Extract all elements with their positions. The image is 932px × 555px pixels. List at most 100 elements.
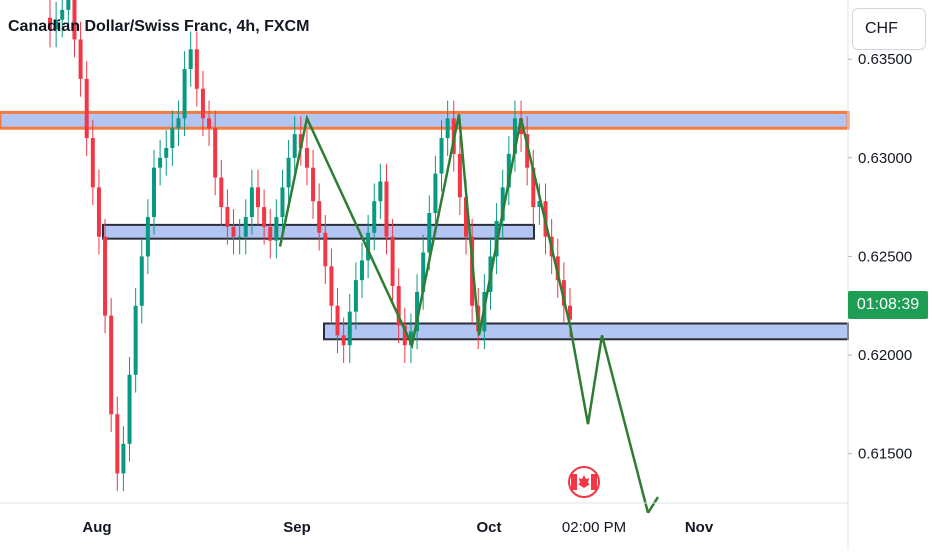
candle-body [353,280,358,312]
candle-body [145,216,150,257]
time-tick-label: Sep [283,519,311,536]
candle-body [317,201,322,233]
candle-body [109,315,114,415]
time-axis[interactable]: Aug Sep Oct 02:00 PM Nov [82,519,713,536]
candle-body [561,280,566,306]
candle-body [127,374,132,444]
candle-body [329,266,334,306]
candle-body [555,256,560,281]
time-tick-label: Nov [685,519,714,536]
currency-button[interactable]: CHF [852,8,926,50]
countdown-label: 01:08:39 [856,296,920,313]
candle-body [115,414,120,474]
candle-body [439,138,444,174]
candle-body [274,216,279,241]
candle-body [256,187,260,208]
projection-path-line[interactable] [568,325,650,514]
candle-body [408,331,413,346]
candle-body [500,187,505,221]
candle-body [311,167,316,202]
candle-body [280,187,285,217]
candle-body [200,88,205,119]
candle-body [194,49,199,89]
price-tick-label: 0.63500 [858,51,912,68]
candle-body [292,134,297,158]
candle-body [427,213,432,253]
candle-body [170,128,175,148]
candle-body [537,201,542,208]
candle-body [207,118,212,129]
candle-body [66,0,71,10]
candle-body [298,134,303,148]
candle-body [90,138,95,188]
candle-body [121,443,126,474]
candle-body [78,39,83,79]
candle-body [188,49,193,70]
candle-body [445,118,450,139]
candle-body [219,177,224,208]
countdown-price-tag: 01:08:39 [848,291,928,319]
candle-body [347,311,352,346]
price-tick-label: 0.61500 [858,446,912,463]
price-tick-label: 0.62000 [858,347,912,364]
candle-body [176,118,181,129]
candle-body [433,173,438,214]
candle-body [96,187,101,237]
resistance-zone[interactable] [0,110,850,130]
candle-body [152,167,156,217]
candle-body [464,197,468,237]
candle-body [249,187,254,217]
time-tick-label: 02:00 PM [562,519,626,536]
candle-body [84,78,89,139]
zigzag-pattern-line[interactable] [278,114,572,350]
chart-title: Canadian Dollar/Swiss Franc, 4h, FXCM [8,18,310,35]
candle-body [54,19,59,30]
candle-body [512,118,517,154]
candle-body [304,147,309,168]
candle-body [568,305,572,320]
candle-body [139,256,144,306]
candle-body [360,260,364,281]
candle-body [323,232,328,267]
candle-body [268,226,273,241]
candle-body [506,153,511,188]
projection-tail [646,496,660,514]
candle-body [378,181,383,202]
candle-body [372,201,377,233]
candle-body [262,207,267,227]
canada-flag-event-icon[interactable] [568,466,600,498]
candle-body [519,118,524,135]
candle-body [133,305,138,375]
candle-body [531,167,536,208]
candle-body [366,232,371,261]
candle-body [158,157,163,168]
candle-body [48,17,52,30]
candle-body [182,69,187,119]
candle-body [335,305,340,336]
candle-body [286,157,291,188]
candle-body [341,335,346,346]
time-tick-label: Oct [476,519,501,536]
price-axis[interactable]: 0.63500 0.63000 0.62500 0.62000 0.61500 [848,51,912,463]
candle-body [72,0,77,40]
candle-body [457,153,462,198]
candle-body [60,9,65,20]
price-tick-label: 0.63000 [858,150,912,167]
candle-body [225,207,230,227]
currency-label: CHF [865,20,898,37]
candle-body [237,236,242,238]
candle-body [384,181,389,237]
candle-body [396,286,401,326]
time-tick-label: Aug [82,519,111,536]
candle-body [243,216,248,237]
candle-body [164,147,169,158]
candle-body [103,236,108,316]
candle-body [402,325,407,346]
price-tick-label: 0.62500 [858,248,912,265]
candle-body [421,252,426,292]
candle-body [231,226,236,237]
candle-body [525,134,530,168]
candle-body [415,291,420,332]
